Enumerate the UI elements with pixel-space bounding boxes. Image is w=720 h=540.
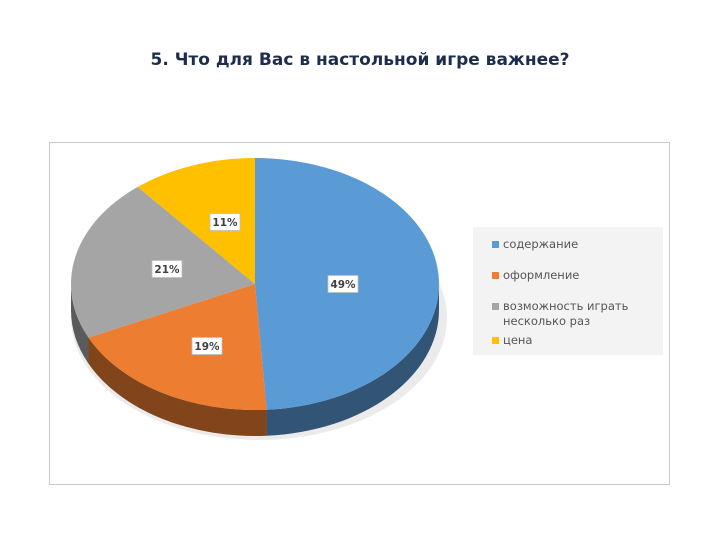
pie-slice-price bbox=[137, 158, 255, 284]
pie-side-content bbox=[266, 284, 439, 436]
legend-swatch-replay bbox=[492, 303, 499, 310]
legend-label-replay: возможность играть несколько раз bbox=[503, 299, 629, 328]
data-label-text-price: 11% bbox=[212, 217, 238, 229]
chart-frame: 49% 19% 21% 11% содержание оформление возмо… bbox=[49, 142, 670, 485]
page-title: 5. Что для Вас в настольной игре важнее? bbox=[150, 50, 570, 70]
data-label-price: 11% bbox=[209, 213, 241, 231]
data-label-text-design: 19% bbox=[194, 341, 220, 353]
data-label-replay: 21% bbox=[151, 260, 183, 278]
legend-item-price: цена bbox=[492, 333, 663, 348]
pie-slice-design bbox=[88, 284, 267, 410]
legend-label-design: оформление bbox=[503, 268, 580, 282]
legend-item-replay: возможность играть несколько раз bbox=[492, 299, 663, 329]
pie-side-replay bbox=[71, 284, 89, 364]
legend-swatch-price bbox=[492, 337, 499, 344]
data-label-content: 49% bbox=[327, 275, 359, 293]
legend-label-content: содержание bbox=[503, 237, 579, 251]
legend-swatch-content bbox=[492, 241, 499, 248]
data-label-text-replay: 21% bbox=[154, 264, 180, 276]
legend-item-content: содержание bbox=[492, 237, 663, 252]
data-label-box-content bbox=[327, 275, 359, 293]
pie-chart: 49% 19% 21% 11% bbox=[71, 158, 447, 440]
data-label-text-content: 49% bbox=[330, 279, 356, 291]
chart-legend: содержание оформление возможность играть… bbox=[473, 227, 663, 355]
data-label-box-design bbox=[191, 337, 223, 355]
legend-swatch-design bbox=[492, 272, 499, 279]
legend-item-design: оформление bbox=[492, 268, 663, 283]
data-label-box-replay bbox=[151, 260, 183, 278]
legend-label-price: цена bbox=[503, 333, 533, 347]
data-label-design: 19% bbox=[191, 337, 223, 355]
data-label-box-price bbox=[209, 213, 241, 231]
pie-side-design bbox=[88, 337, 267, 436]
